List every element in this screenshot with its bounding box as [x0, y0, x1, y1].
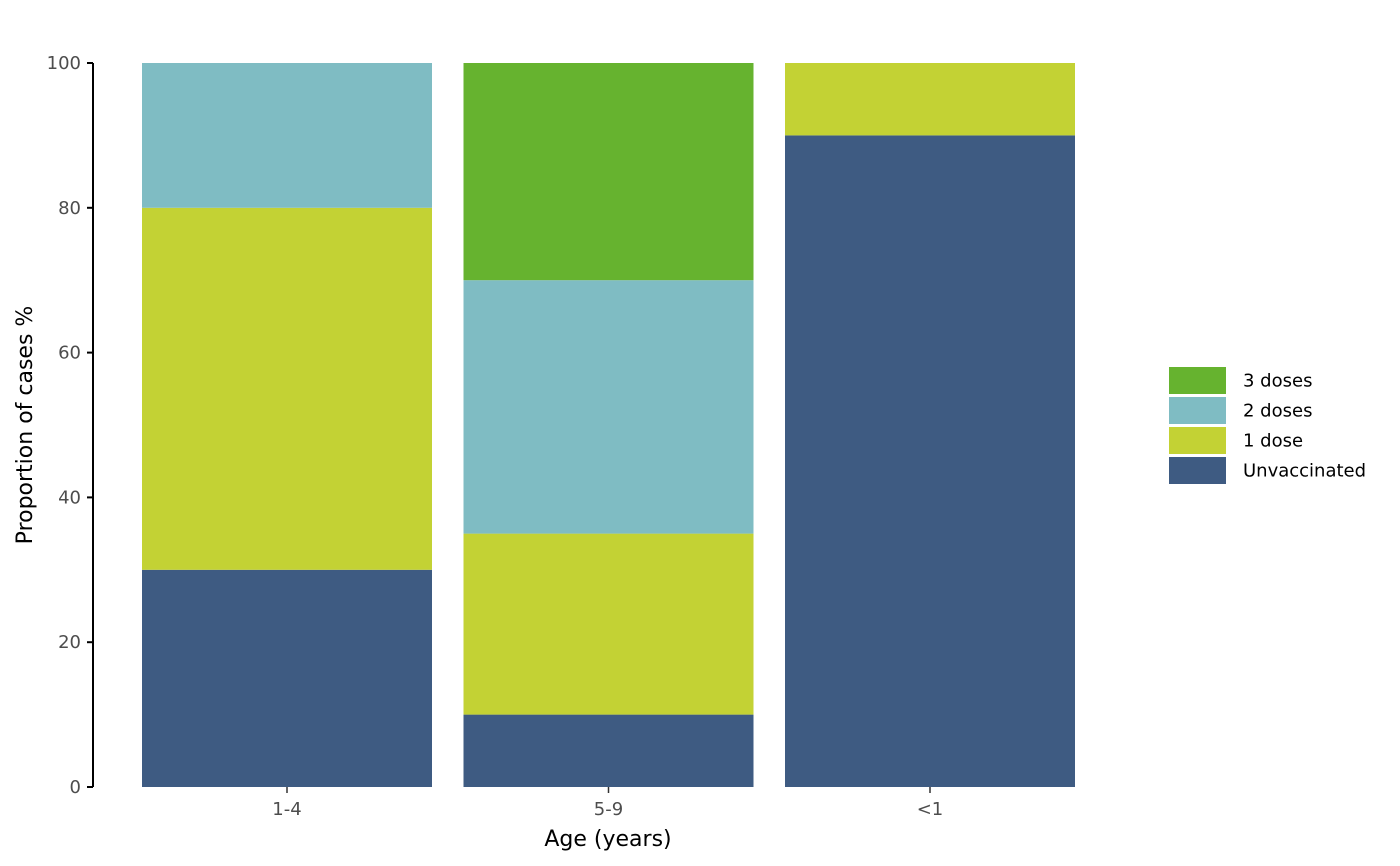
x-tick-label-1-4: 1-4: [272, 799, 301, 820]
legend-key-2-doses: [1169, 397, 1226, 424]
bar-1-4-1-dose: [142, 207, 432, 570]
x-tick-label-lt-1: <1: [917, 799, 944, 820]
y-tick-label-100: 100: [47, 53, 81, 74]
y-axis: 0 20 40 60 80 100: [47, 53, 94, 798]
legend-key-unvaccinated: [1169, 457, 1226, 484]
y-tick-label-80: 80: [58, 198, 81, 219]
bar-5-9-2-doses: [463, 280, 754, 534]
legend-key-3-doses: [1169, 367, 1226, 394]
legend-label-unvaccinated: Unvaccinated: [1243, 461, 1366, 482]
legend-label-1-dose: 1 dose: [1243, 431, 1303, 452]
bar-lt-1-1-dose: [785, 63, 1075, 136]
x-axis: 1-4 5-9 <1: [272, 787, 943, 820]
x-axis-title: Age (years): [544, 827, 671, 852]
y-tick-label-40: 40: [58, 487, 81, 508]
y-tick-label-20: 20: [58, 632, 81, 653]
bar-5-9-unvaccinated: [463, 714, 754, 787]
legend-key-1-dose: [1169, 427, 1226, 454]
legend-label-2-doses: 2 doses: [1243, 401, 1312, 422]
bar-lt-1-unvaccinated: [785, 135, 1075, 787]
y-axis-title: Proportion of cases %: [13, 306, 38, 545]
y-tick-label-0: 0: [70, 777, 81, 798]
bars-layer: [142, 63, 1075, 787]
bar-5-9-1-dose: [463, 533, 754, 715]
legend: 3 doses 2 doses 1 dose Unvaccinated: [1169, 367, 1366, 484]
bar-1-4-2-doses: [142, 63, 432, 208]
bar-1-4-unvaccinated: [142, 569, 432, 787]
x-tick-label-5-9: 5-9: [594, 799, 623, 820]
bar-5-9-3-doses: [463, 63, 754, 281]
y-tick-label-60: 60: [58, 343, 81, 364]
legend-label-3-doses: 3 doses: [1243, 371, 1312, 392]
